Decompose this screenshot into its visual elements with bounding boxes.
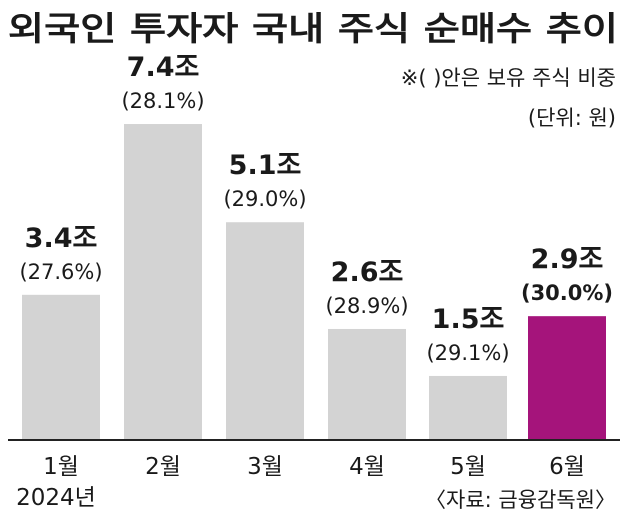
chart-title: 외국인 투자자 국내 주식 순매수 추이 bbox=[8, 9, 618, 48]
bar-5 bbox=[429, 375, 507, 440]
category-label-4: 4월 bbox=[349, 454, 385, 480]
value-label-2: 7.4조 bbox=[127, 52, 200, 83]
value-label-1: 3.4조 bbox=[25, 223, 98, 254]
share-label-3: (29.0%) bbox=[223, 187, 306, 211]
chart-unit: (단위: 원) bbox=[528, 106, 616, 130]
share-label-1: (27.6%) bbox=[19, 260, 102, 284]
category-labels: 1월 2월 3월 4월 5월 6월 bbox=[43, 454, 585, 480]
category-label-1: 1월 bbox=[43, 454, 79, 480]
share-label-2: (28.1%) bbox=[121, 89, 204, 113]
year-label: 2024년 bbox=[16, 485, 96, 511]
share-label-5: (29.1%) bbox=[426, 341, 509, 365]
bar-4 bbox=[328, 328, 406, 440]
value-label-4: 2.6조 bbox=[331, 257, 404, 288]
category-label-2: 2월 bbox=[145, 454, 181, 480]
value-label-6: 2.9조 bbox=[531, 244, 604, 275]
chart-note: ※( )안은 보유 주식 비중 bbox=[401, 66, 616, 90]
share-label-6: (30.0%) bbox=[521, 281, 613, 305]
bar-6 bbox=[528, 316, 606, 440]
share-label-4: (28.9%) bbox=[325, 294, 408, 318]
category-label-3: 3월 bbox=[247, 454, 283, 480]
bar-2 bbox=[124, 124, 202, 441]
value-label-3: 5.1조 bbox=[229, 150, 302, 181]
bar-1 bbox=[22, 294, 100, 440]
category-label-6: 6월 bbox=[549, 454, 585, 480]
chart-source: 〈자료: 금융감독원〉 bbox=[425, 488, 616, 512]
bars-layer: (27.6%) 3.4조 (28.1%) 7.4조 (29.0%) 5.1조 (28.9%)… bbox=[19, 52, 613, 441]
bar-3 bbox=[226, 222, 304, 440]
category-label-5: 5월 bbox=[450, 454, 486, 480]
value-label-5: 1.5조 bbox=[432, 304, 505, 335]
